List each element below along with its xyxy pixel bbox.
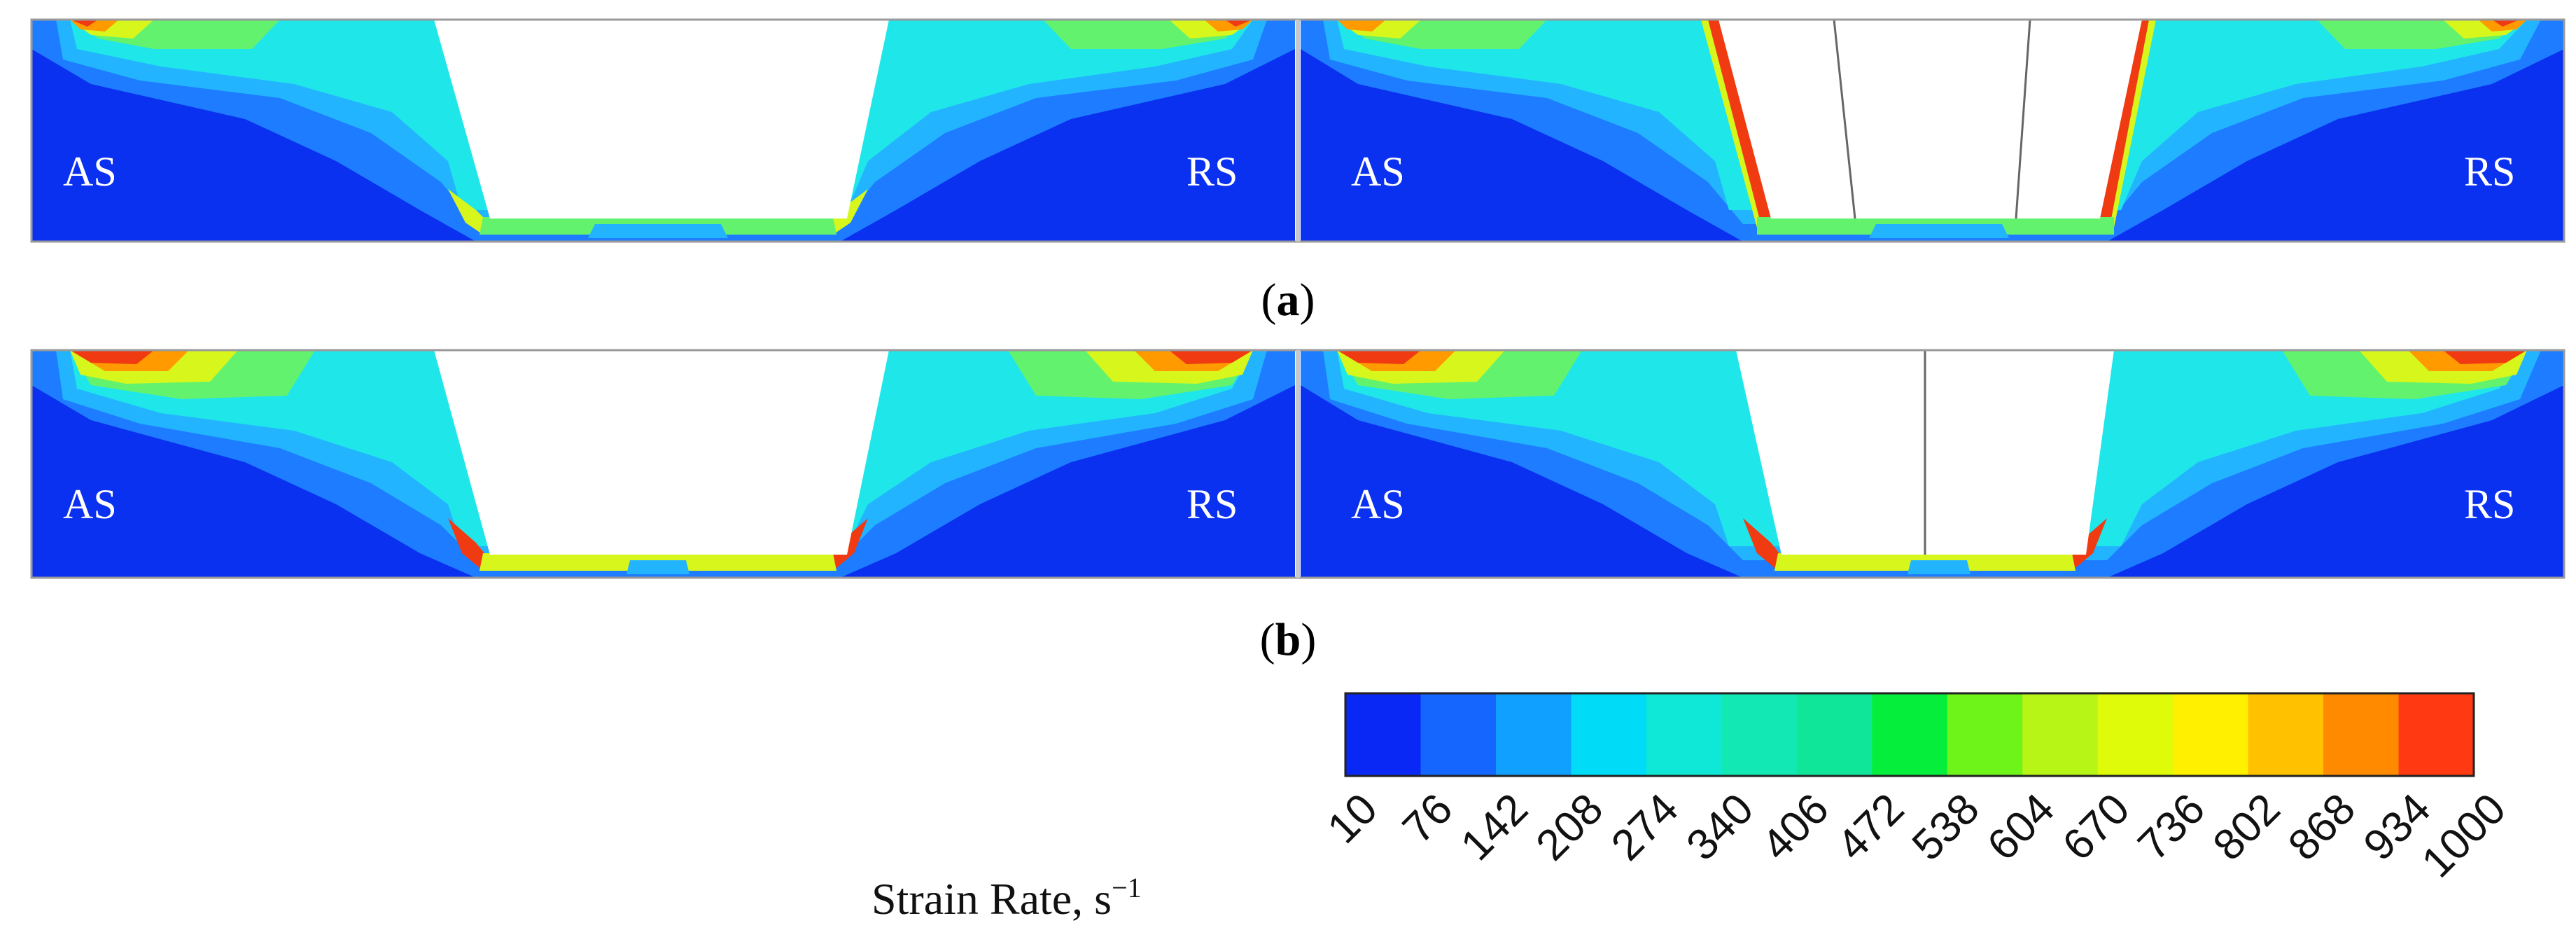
label-as-b-left: AS (63, 481, 117, 527)
legend-swatch (1796, 693, 1872, 776)
panel-b-right (1301, 350, 2564, 578)
legend-swatch (1646, 693, 1722, 776)
legend-swatch (1495, 693, 1572, 776)
label-rs-a-right: RS (2464, 148, 2515, 195)
legend-tick-label: 538 (1903, 784, 1989, 870)
legend-title-text: Strain Rate, s (872, 874, 1112, 924)
legend-tick-label: 142 (1452, 784, 1537, 870)
label-rs-b-left: RS (1186, 481, 1238, 527)
caption-b-letter: b (1275, 614, 1301, 665)
legend-tick-label: 406 (1753, 784, 1838, 870)
legend-tick-label: 274 (1602, 784, 1688, 870)
legend-tick-label: 604 (1978, 784, 2064, 870)
legend-frame (1344, 692, 2475, 777)
legend-swatch (2323, 693, 2400, 776)
legend-swatch (1345, 693, 1421, 776)
label-rs-b-right: RS (2464, 481, 2515, 527)
panel-a-right (1301, 19, 2564, 242)
legend-tick-label: 736 (2129, 784, 2214, 870)
label-as-a-right: AS (1351, 148, 1405, 195)
legend-swatch (2398, 693, 2474, 776)
legend-tick-labels: 10 76142208274340406472538604670736802868… (1318, 784, 2515, 887)
label-as-b-right: AS (1351, 481, 1405, 527)
panel-a-left (31, 20, 1295, 242)
legend-swatch (1872, 693, 1948, 776)
legend-tick-label: 670 (2054, 784, 2139, 870)
legend-tick-label: 208 (1527, 784, 1612, 870)
legend-title: Strain Rate, s−1 (872, 872, 1142, 924)
legend-swatch (1947, 693, 2023, 776)
label-rs-a-left: RS (1186, 148, 1238, 195)
legend-tick-label: 868 (2279, 784, 2365, 870)
legend-colorbar (1345, 693, 2474, 776)
caption-a-letter: a (1277, 275, 1300, 326)
legend-title-exponent: −1 (1112, 872, 1142, 903)
legend-tick-label: 1000 (2413, 784, 2515, 887)
legend-swatch (2097, 693, 2174, 776)
legend-swatch (1420, 693, 1497, 776)
legend-swatch (1571, 693, 1647, 776)
label-as-a-left: AS (63, 148, 117, 195)
legend-tick-label: 472 (1828, 784, 1913, 870)
panel-b-left (31, 350, 1295, 578)
legend-swatch (2173, 693, 2249, 776)
legend-swatch (1721, 693, 1798, 776)
legend-swatch (2248, 693, 2324, 776)
legend-tick-label: 340 (1677, 784, 1763, 870)
legend-tick-label: 10 (1318, 784, 1387, 853)
legend-swatch (2022, 693, 2099, 776)
caption-b: (b) (1260, 614, 1317, 665)
caption-a: (a) (1261, 275, 1315, 326)
legend-tick-label: 802 (2204, 784, 2290, 870)
legend-tick-label: 76 (1394, 784, 1462, 853)
